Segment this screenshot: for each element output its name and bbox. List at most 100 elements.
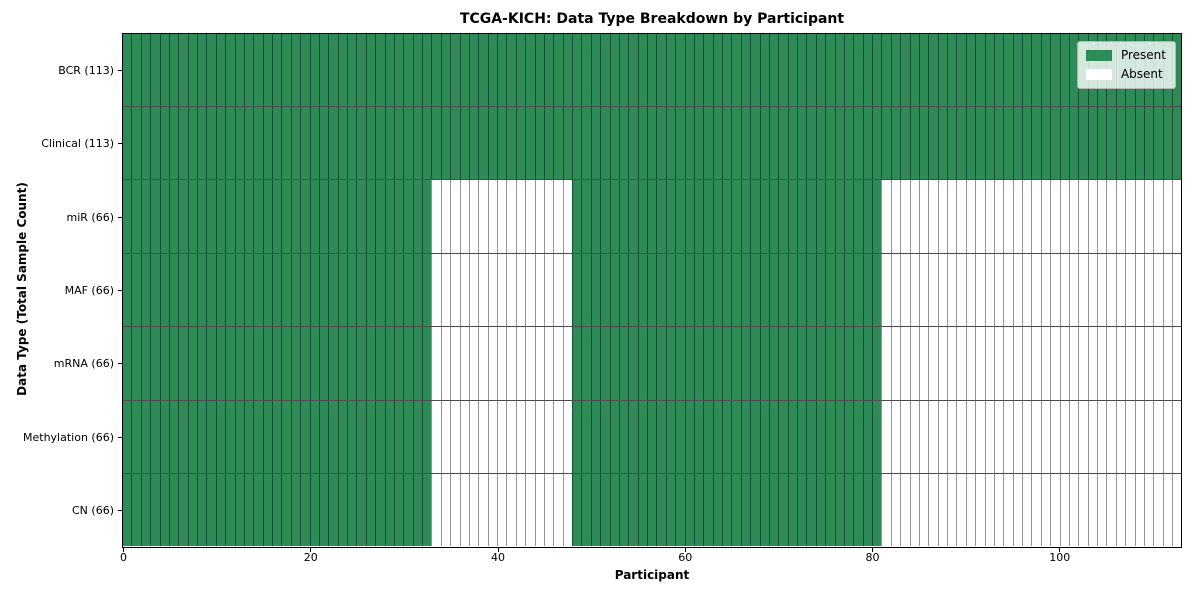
heatmap-cell (1172, 106, 1182, 180)
heatmap-cell (759, 253, 769, 327)
heatmap-cell (140, 400, 151, 474)
heatmap-grid (123, 33, 1182, 547)
heatmap-cell (993, 106, 1004, 180)
heatmap-cell (403, 253, 413, 327)
heatmap-cell (300, 400, 310, 474)
heatmap-cell (272, 400, 282, 474)
heatmap-cell (656, 106, 666, 180)
heatmap-cell (318, 180, 329, 253)
heatmap-cell (525, 400, 535, 474)
heatmap-cell (506, 400, 516, 474)
heatmap-cell (225, 327, 235, 400)
heatmap-cell (853, 400, 863, 474)
heatmap-cell (993, 474, 1004, 547)
heatmap-cell (647, 180, 657, 253)
heatmap-cell (543, 253, 554, 327)
heatmap-cell (984, 400, 994, 474)
heatmap-cell (478, 474, 488, 547)
heatmap-cell (1031, 400, 1041, 474)
heatmap-cell (965, 253, 976, 327)
heatmap-cell (956, 400, 966, 474)
heatmap-cell (862, 253, 872, 327)
heatmap-cell (1050, 106, 1060, 180)
heatmap-cell (1003, 474, 1013, 547)
heatmap-cell (618, 253, 629, 327)
heatmap-cell (123, 180, 132, 253)
heatmap-cell (1003, 400, 1013, 474)
heatmap-cell (1172, 474, 1182, 547)
heatmap-cell (956, 327, 966, 400)
heatmap-cell (1040, 253, 1051, 327)
heatmap-cell (900, 253, 910, 327)
heatmap-cell (309, 253, 319, 327)
heatmap-cell (225, 33, 235, 106)
heatmap-cell (768, 474, 779, 547)
heatmap-cell (478, 327, 488, 400)
heatmap-cell (150, 474, 160, 547)
heatmap-cell (412, 474, 422, 547)
heatmap-cell (1059, 474, 1069, 547)
heatmap-cell (693, 33, 704, 106)
heatmap-cell (759, 474, 769, 547)
heatmap-cell (712, 327, 722, 400)
heatmap-cell (318, 400, 329, 474)
heatmap-cell (787, 106, 797, 180)
heatmap-cell (862, 106, 872, 180)
heatmap-cell (787, 474, 797, 547)
heatmap-cell (375, 474, 385, 547)
heatmap-cell (168, 327, 179, 400)
heatmap-cell (534, 33, 544, 106)
heatmap-cell (178, 253, 188, 327)
heatmap-cell (356, 474, 366, 547)
heatmap-cell (778, 106, 788, 180)
heatmap-cell (843, 253, 854, 327)
heatmap-cell (197, 106, 207, 180)
heatmap-cell (947, 180, 957, 253)
heatmap-cell (600, 327, 610, 400)
heatmap-cell (572, 180, 582, 253)
heatmap-cell (1003, 33, 1013, 106)
heatmap-cell (234, 474, 244, 547)
y-tick-label: MAF (66) (64, 284, 114, 297)
heatmap-cell (600, 180, 610, 253)
heatmap-cell (440, 106, 451, 180)
heatmap-cell (843, 400, 854, 474)
heatmap-cell (937, 400, 947, 474)
heatmap-cell (665, 400, 676, 474)
heatmap-cell (572, 33, 582, 106)
heatmap-cell (356, 33, 366, 106)
heatmap-cell (947, 33, 957, 106)
heatmap-cell (806, 327, 816, 400)
heatmap-cell (703, 180, 713, 253)
heatmap-cell (684, 33, 694, 106)
heatmap-cell (178, 180, 188, 253)
heatmap-cell (206, 400, 216, 474)
heatmap-cell (543, 33, 554, 106)
heatmap-cell (375, 180, 385, 253)
heatmap-cell (1115, 400, 1126, 474)
heatmap-row (123, 252, 1182, 327)
heatmap-cell (243, 327, 254, 400)
heatmap-cell (1097, 106, 1107, 180)
heatmap-cell (300, 474, 310, 547)
heatmap-cell (328, 327, 338, 400)
heatmap-cell (206, 33, 216, 106)
heatmap-cell (656, 400, 666, 474)
heatmap-cell (506, 253, 516, 327)
heatmap-cell (562, 400, 572, 474)
heatmap-cell (347, 180, 357, 253)
heatmap-cell (281, 33, 291, 106)
heatmap-cell (590, 106, 601, 180)
heatmap-cell (1059, 253, 1069, 327)
heatmap-cell (365, 106, 376, 180)
heatmap-cell (843, 180, 854, 253)
heatmap-cell (703, 106, 713, 180)
heatmap-cell (853, 253, 863, 327)
heatmap-cell (497, 400, 507, 474)
x-tick-mark (123, 548, 124, 552)
heatmap-cell (750, 400, 760, 474)
heatmap-cell (834, 327, 844, 400)
heatmap-cell (722, 474, 732, 547)
heatmap-cell (825, 327, 835, 400)
heatmap-cell (197, 253, 207, 327)
